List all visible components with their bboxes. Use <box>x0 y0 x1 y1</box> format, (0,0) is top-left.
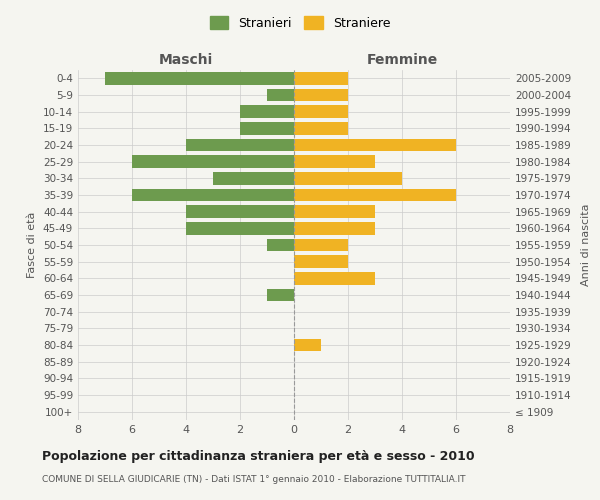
Y-axis label: Fasce di età: Fasce di età <box>28 212 37 278</box>
Bar <box>267 89 294 101</box>
Bar <box>294 138 456 151</box>
Text: Maschi: Maschi <box>159 54 213 68</box>
Bar <box>186 138 294 151</box>
Bar <box>294 156 375 168</box>
Bar <box>186 222 294 234</box>
Text: Popolazione per cittadinanza straniera per età e sesso - 2010: Popolazione per cittadinanza straniera p… <box>42 450 475 463</box>
Bar <box>213 172 294 184</box>
Bar <box>240 106 294 118</box>
Bar <box>267 289 294 301</box>
Bar <box>132 188 294 201</box>
Bar <box>132 156 294 168</box>
Bar <box>294 222 375 234</box>
Bar <box>294 106 348 118</box>
Legend: Stranieri, Straniere: Stranieri, Straniere <box>205 11 395 35</box>
Bar <box>240 122 294 134</box>
Bar <box>294 256 348 268</box>
Text: COMUNE DI SELLA GIUDICARIE (TN) - Dati ISTAT 1° gennaio 2010 - Elaborazione TUTT: COMUNE DI SELLA GIUDICARIE (TN) - Dati I… <box>42 475 466 484</box>
Y-axis label: Anni di nascita: Anni di nascita <box>581 204 590 286</box>
Bar <box>294 239 348 251</box>
Bar <box>294 72 348 85</box>
Bar <box>294 272 375 284</box>
Bar <box>294 188 456 201</box>
Bar <box>294 172 402 184</box>
Bar <box>105 72 294 85</box>
Bar <box>267 239 294 251</box>
Bar <box>294 122 348 134</box>
Text: Femmine: Femmine <box>367 54 437 68</box>
Bar <box>294 206 375 218</box>
Bar <box>186 206 294 218</box>
Bar <box>294 89 348 101</box>
Bar <box>294 339 321 351</box>
